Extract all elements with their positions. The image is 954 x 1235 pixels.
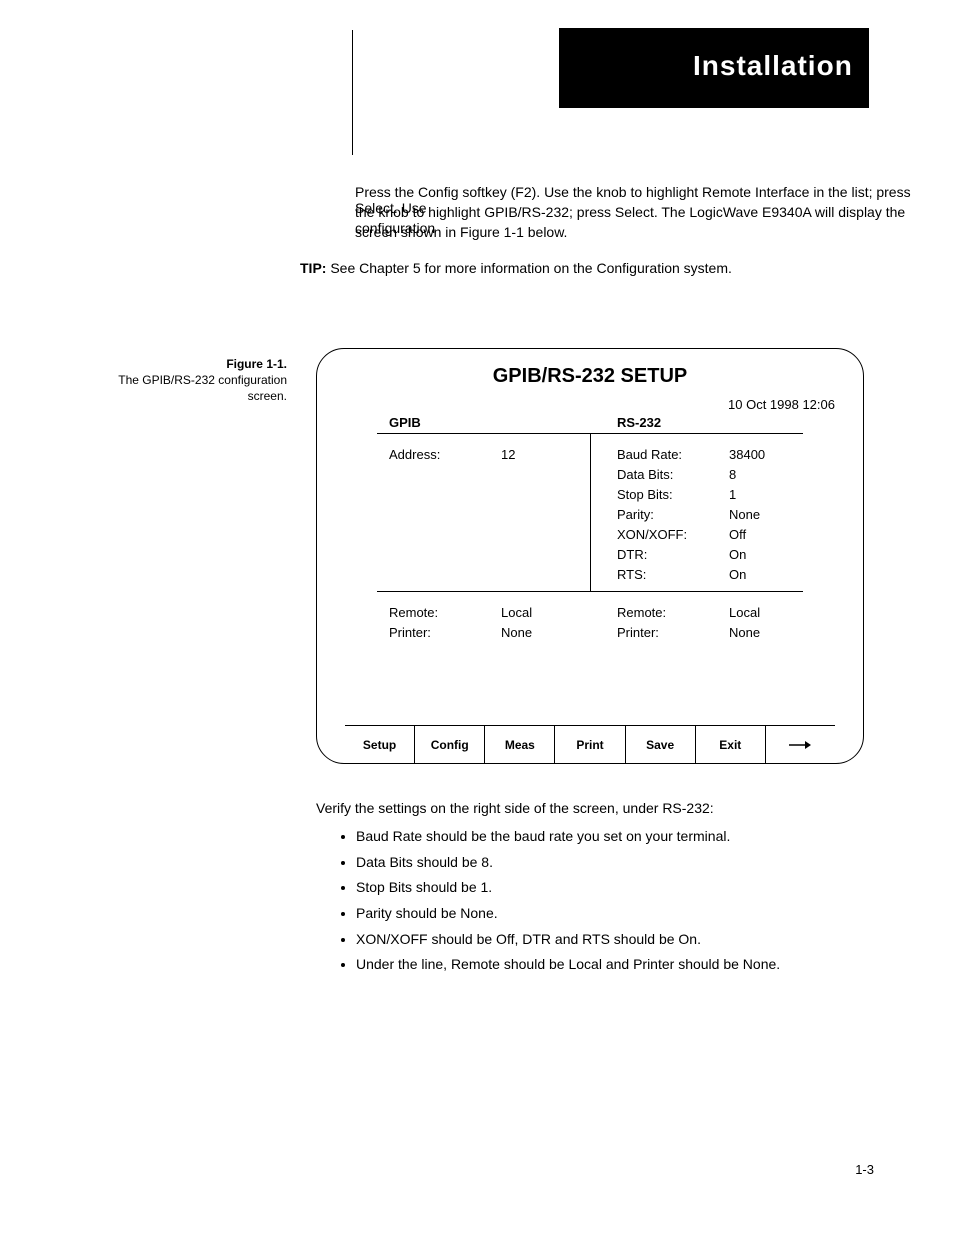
- value: Local: [501, 603, 532, 623]
- row-xonxoff: XON/XOFF:Off: [617, 525, 837, 545]
- label: Data Bits:: [617, 465, 729, 485]
- row-remote-left: Remote:Local: [389, 603, 532, 623]
- rs232-under: Remote:Local Printer:None: [617, 603, 760, 643]
- row-printer-left: Printer:None: [389, 623, 532, 643]
- column-divider: [590, 433, 591, 591]
- softkey-5[interactable]: Save: [626, 726, 696, 763]
- value: None: [501, 623, 532, 643]
- verify-item-3: Stop Bits should be 1.: [356, 877, 780, 899]
- row-printer-right: Printer:None: [617, 623, 760, 643]
- row-parity: Parity:None: [617, 505, 837, 525]
- row-dtr: DTR:On: [617, 545, 837, 565]
- label: Baud Rate:: [617, 445, 729, 465]
- row-rts: RTS:On: [617, 565, 837, 585]
- softkey-1[interactable]: Setup: [345, 726, 415, 763]
- value: Off: [729, 525, 746, 545]
- label: Remote:: [389, 603, 501, 623]
- softkey-4[interactable]: Print: [555, 726, 625, 763]
- verify-item-5: XON/XOFF should be Off, DTR and RTS shou…: [356, 929, 780, 951]
- row-stopbits: Stop Bits:1: [617, 485, 837, 505]
- config-screen: GPIB/RS-232 SETUP 10 Oct 1998 12:06 GPIB…: [316, 348, 864, 764]
- value: 12: [501, 445, 515, 465]
- value: On: [729, 565, 746, 585]
- label: Stop Bits:: [617, 485, 729, 505]
- arrow-right-icon: [789, 740, 811, 750]
- screen-date: 10 Oct 1998 12:06: [728, 397, 835, 412]
- row-gpib-address: Address: 12: [389, 445, 589, 465]
- verify-item-2: Data Bits should be 8.: [356, 852, 780, 874]
- tip-row: TIP: See Chapter 5 for more information …: [300, 260, 732, 276]
- value: 8: [729, 465, 736, 485]
- verify-item-6: Under the line, Remote should be Local a…: [356, 954, 780, 976]
- verify-list: Baud Rate should be the baud rate you se…: [340, 826, 780, 980]
- value: None: [729, 505, 760, 525]
- row-baud: Baud Rate:38400: [617, 445, 837, 465]
- label: Printer:: [389, 623, 501, 643]
- softkey-3[interactable]: Meas: [485, 726, 555, 763]
- page-number: 1-3: [855, 1162, 874, 1177]
- verify-item-1: Baud Rate should be the baud rate you se…: [356, 826, 780, 848]
- label: DTR:: [617, 545, 729, 565]
- value: 1: [729, 485, 736, 505]
- tip-text: See Chapter 5 for more information on th…: [330, 260, 732, 276]
- row-remote-right: Remote:Local: [617, 603, 760, 623]
- col-header-rs232: RS-232: [617, 415, 661, 430]
- softkey-next[interactable]: [766, 726, 835, 763]
- row-databits: Data Bits:8: [617, 465, 837, 485]
- label: Address:: [389, 445, 501, 465]
- rs232-rows: Baud Rate:38400 Data Bits:8 Stop Bits:1 …: [617, 445, 837, 585]
- screen-title: GPIB/RS-232 SETUP: [317, 365, 863, 388]
- gpib-rows: Address: 12: [389, 445, 589, 465]
- value: On: [729, 545, 746, 565]
- value: 38400: [729, 445, 765, 465]
- softkey-6[interactable]: Exit: [696, 726, 766, 763]
- label: RTS:: [617, 565, 729, 585]
- col-header-gpib: GPIB: [389, 415, 421, 430]
- label: XON/XOFF:: [617, 525, 729, 545]
- softkey-bar: Setup Config Meas Print Save Exit: [345, 725, 835, 763]
- figure-number: Figure 1-1.: [117, 356, 287, 372]
- tip-label: TIP:: [300, 260, 326, 276]
- value: Local: [729, 603, 760, 623]
- label: Printer:: [617, 623, 729, 643]
- rule-bottom: [377, 591, 803, 592]
- label: Remote:: [617, 603, 729, 623]
- verify-item-4: Parity should be None.: [356, 903, 780, 925]
- figure-caption: Figure 1-1. The GPIB/RS-232 configuratio…: [117, 356, 287, 405]
- section-title: Installation: [693, 50, 853, 82]
- gpib-under: Remote:Local Printer:None: [389, 603, 532, 643]
- header-divider: [352, 30, 353, 155]
- verify-heading: Verify the settings on the right side of…: [316, 800, 714, 816]
- intro-line-3: screen shown in Figure 1-1 below.: [355, 224, 567, 240]
- figure-subtitle: The GPIB/RS-232 configuration screen.: [117, 372, 287, 404]
- softkey-2[interactable]: Config: [415, 726, 485, 763]
- value: None: [729, 623, 760, 643]
- label: Parity:: [617, 505, 729, 525]
